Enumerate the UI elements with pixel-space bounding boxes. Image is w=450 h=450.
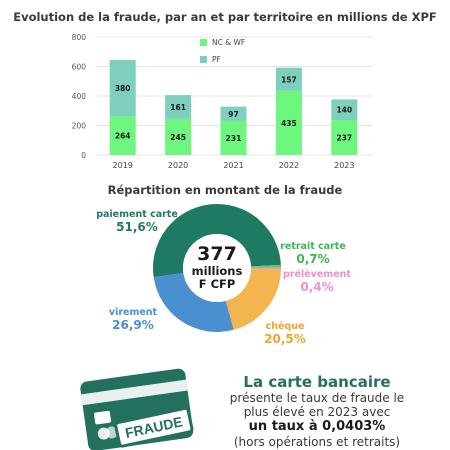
donut-hole: [183, 234, 251, 302]
info-highlight: un taux à 0,0403%: [248, 419, 386, 434]
bar-chart: 0 200 400 600 800 264 380 2019 245 161 2020 231 97 20…: [72, 33, 372, 170]
bar-segment: [220, 120, 247, 155]
bar-chart-title: Evolution de la fraude, par an et par te…: [13, 10, 437, 24]
y-tick-label: 200: [72, 122, 87, 131]
x-tick-label: 2020: [168, 161, 188, 170]
bar-value-label: 237: [336, 134, 352, 143]
card-stripe: [81, 379, 188, 406]
card-chip: [94, 410, 112, 425]
slice-label-cheque: chèque 20,5%: [264, 321, 306, 346]
donut-slice: [153, 204, 281, 278]
bar-value-label: 380: [115, 84, 131, 93]
bar-segment: [165, 118, 192, 155]
info-line-4: (hors opérations et retraits): [233, 435, 401, 449]
legend-label: PF: [212, 55, 221, 64]
x-tick-label: 2023: [334, 161, 354, 170]
bar-segment: [331, 99, 358, 121]
bar-segment: [331, 120, 358, 155]
bar-value-label: 97: [228, 110, 238, 119]
bar-value-label: 435: [281, 119, 297, 128]
legend-swatch: [200, 56, 207, 63]
slice-label-virement: virement 26,9%: [108, 307, 158, 332]
info-title: La carte bancaire: [243, 373, 391, 391]
bar-segment: [109, 60, 136, 117]
donut-chart-title: Répartition en montant de la fraude: [107, 183, 343, 197]
bar-segment: [275, 90, 302, 155]
donut-slice: [250, 267, 281, 270]
legend-swatch: [200, 39, 207, 46]
slice-label-retrait-carte: retrait carte 0,7%: [280, 241, 346, 266]
x-tick-label: 2019: [113, 161, 133, 170]
y-tick-label: 600: [72, 63, 87, 72]
fraude-stamp: FRAUDE: [114, 406, 194, 448]
info-block: La carte bancaire présente le taux de fr…: [198, 373, 436, 449]
bar-value-label: 264: [115, 132, 131, 141]
bar-value-label: 245: [170, 133, 186, 142]
bar-segment: [220, 106, 247, 121]
x-tick-label: 2022: [279, 161, 299, 170]
donut-slice: [153, 272, 234, 333]
card-logo-circle-right: [105, 426, 118, 439]
center-unit-line2: F CFP: [198, 277, 236, 291]
bar-value-label: 140: [336, 106, 352, 115]
slice-label-prelevement: prélèvement 0,4%: [283, 269, 351, 294]
bar-segment: [275, 67, 302, 91]
center-unit-line1: millions: [191, 264, 243, 278]
bar-segment: [165, 95, 192, 119]
y-tick-label: 800: [72, 33, 87, 42]
x-tick-label: 2021: [223, 161, 243, 170]
slice-label-paiement-carte: paiement carte 51,6%: [96, 209, 178, 234]
bar-value-label: 231: [226, 134, 242, 143]
info-line-1: présente le taux de fraude le: [229, 391, 405, 405]
stamp-frame: [114, 406, 194, 448]
center-value: 377: [197, 243, 237, 265]
bar-segment: [109, 116, 136, 155]
legend-label: NC & WF: [212, 38, 245, 47]
donut-slice: [250, 264, 281, 268]
bar-value-label: 157: [281, 75, 297, 84]
donut-chart: [153, 204, 281, 333]
y-tick-label: 400: [72, 92, 87, 101]
donut-center-label: 377 millions F CFP: [167, 244, 267, 291]
donut-slice: [225, 268, 281, 330]
info-line-2: plus élevé en 2023 avec: [243, 405, 391, 419]
bar-value-label: 161: [170, 103, 186, 112]
y-tick-label: 0: [81, 151, 86, 160]
